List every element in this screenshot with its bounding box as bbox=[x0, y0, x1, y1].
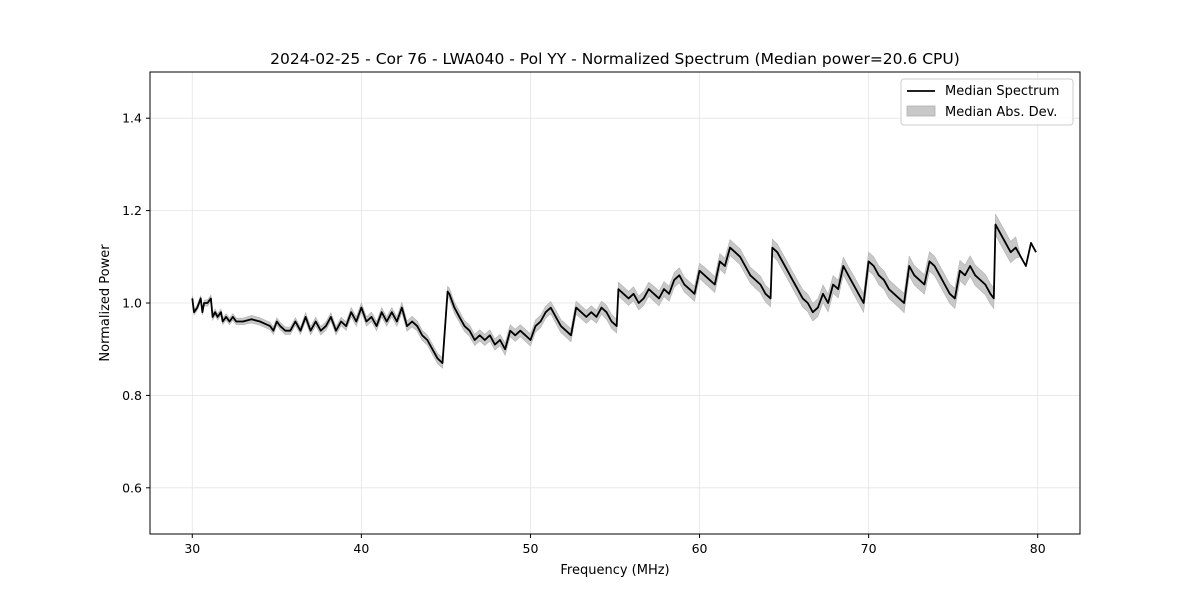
y-axis-label: Normalized Power bbox=[98, 244, 113, 362]
legend-band-swatch bbox=[906, 105, 936, 117]
x-tick-label: 30 bbox=[184, 541, 200, 556]
legend: Median Spectrum Median Abs. Dev. bbox=[900, 78, 1074, 126]
legend-box bbox=[900, 78, 1074, 126]
x-tick-label: 50 bbox=[523, 541, 539, 556]
y-tick-label: 0.8 bbox=[122, 388, 142, 403]
y-tick-label: 1.4 bbox=[122, 111, 142, 126]
x-tick-label: 40 bbox=[353, 541, 369, 556]
x-tick-label: 80 bbox=[1030, 541, 1046, 556]
median-spectrum-line bbox=[191, 223, 1037, 364]
y-tick-label: 1.0 bbox=[122, 296, 142, 311]
legend-entry-median-abs-dev: Median Abs. Dev. bbox=[945, 105, 1057, 120]
chart-title: 2024-02-25 - Cor 76 - LWA040 - Pol YY - … bbox=[270, 50, 960, 68]
legend-entry-median-spectrum: Median Spectrum bbox=[945, 84, 1059, 99]
x-tick-label: 60 bbox=[692, 541, 708, 556]
y-tick-label: 0.6 bbox=[122, 480, 142, 495]
x-tick-label: 70 bbox=[861, 541, 877, 556]
y-tick-label: 1.2 bbox=[122, 203, 142, 218]
axis-ticks: 30 40 50 60 70 80 0.6 0.8 1.0 1.2 1.4 bbox=[122, 111, 1046, 556]
x-axis-label: Frequency (MHz) bbox=[560, 563, 669, 578]
